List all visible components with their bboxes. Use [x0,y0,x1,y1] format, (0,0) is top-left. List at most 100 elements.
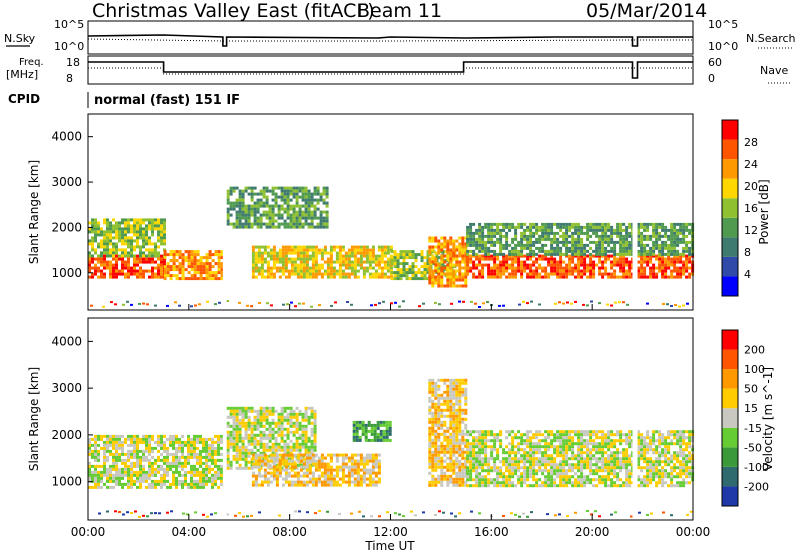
power-colorbar-frame [721,119,739,297]
x-tick-label: 08:00 [272,525,307,539]
velocity-band [466,430,695,488]
velocity-ytick-label: 2000 [51,428,82,442]
velocity-colorbar-tick: -15 [744,422,762,435]
power-bottom-scatter [90,300,689,308]
nsky-line [87,34,693,47]
nave-tick-bottom: 0 [708,72,715,85]
x-tick-label: 16:00 [474,525,509,539]
power-plot-area [88,114,695,310]
power-colorbar-tick: 28 [744,136,758,149]
power-colorbar-label: Power [dB] [757,179,771,244]
velocity-colorbar-tick: -50 [744,441,762,454]
x-tick-label: 00:00 [676,525,711,539]
freq-unit-label: [MHz] [6,68,38,81]
nave-line [88,67,693,75]
nsky-label: N.Sky [4,32,36,45]
velocity-gap [632,318,638,520]
velocity-colorbar-label: Velocity [m s^-1] [761,367,775,471]
nsearch-line [87,38,693,42]
power-gap [222,114,227,310]
velocity-ytick-label: 3000 [51,381,82,395]
x-tick-label: 00:00 [71,525,106,539]
freq-strip: Freq. [MHz] 18 8 60 0 Nave [6,55,790,85]
date-label: 05/Mar/2014 [586,0,707,22]
power-panel: Slant Range [km] 4000 3000 2000 1000 28 24 20… [27,113,771,311]
velocity-colorbar-cell [722,369,738,389]
power-ytick-label: 2000 [51,220,82,234]
power-colorbar-tick: 16 [744,202,758,215]
velocity-ytick-label: 4000 [51,334,82,348]
freq-tick-top: 18 [66,56,80,69]
velocity-ytick-label: 1000 [51,475,82,489]
cpid-label: CPID [8,92,40,106]
beam-label: Beam 11 [357,0,442,22]
nave-label: Nave [760,64,788,77]
power-band [251,245,393,279]
velocity-yticks: 4000 3000 2000 1000 [51,334,93,489]
x-axis-ticks: 00:00 04:00 08:00 12:00 16:00 20:00 00:00 [71,304,711,539]
power-band [163,250,224,281]
velocity-colorbar: 200 100 50 15 -15 -50 -100 -200 [721,329,769,507]
power-yticks: 4000 3000 2000 1000 [51,130,93,280]
velocity-colorbar-cell [722,408,738,428]
nave-tick-top: 60 [708,56,722,69]
velocity-colorbar-cell [722,486,738,506]
velocity-band [251,453,381,487]
power-colorbar-cell [722,120,738,140]
velocity-colorbar-tick: 50 [744,383,758,396]
power-colorbar-cell [722,256,738,277]
nsky-tick-bottom: 10^0 [54,40,84,53]
power-band [466,222,695,256]
power-ytick-label: 4000 [51,130,82,144]
power-colorbar-tick: 4 [744,268,751,281]
nsearch-tick-top: 10^5 [708,18,738,31]
power-ytick-label: 3000 [51,175,82,189]
velocity-gap [222,318,227,520]
power-band [226,186,329,229]
velocity-band [428,378,468,487]
velocity-colorbar-tick: 200 [744,344,765,357]
power-band [88,218,166,258]
freq-label: Freq. [19,57,44,68]
velocity-band [352,420,392,442]
nsearch-label: N.Search [746,32,796,45]
velocity-colorbar-cell [722,330,738,350]
power-ytick-label: 1000 [51,266,82,280]
power-band [428,236,468,288]
x-tick-label: 12:00 [373,525,408,539]
x-axis-label: Time UT [364,539,415,553]
velocity-ylabel: Slant Range [km] [27,367,41,471]
x-tick-label: 04:00 [172,525,207,539]
power-colorbar-cell [722,198,738,218]
power-colorbar-cell [722,159,738,179]
power-band [88,254,166,279]
power-colorbar-cell [722,217,738,238]
figure-title: Christmas Valley East (fitACF) [92,0,375,22]
power-colorbar-cell [722,237,738,257]
velocity-colorbar-cell [722,349,738,370]
power-colorbar-cell [722,178,738,199]
velocity-panel: Slant Range [km] 4000 3000 2000 1000 200 100… [27,317,775,521]
velocity-bottom-scatter [98,510,693,518]
velocity-band [88,434,223,489]
power-band [466,254,695,279]
nsearch-tick-bottom: 10^0 [708,40,738,53]
velocity-band [226,406,317,470]
power-gap [632,114,638,310]
velocity-colorbar-cell [722,388,738,409]
freq-tick-bottom: 8 [66,72,73,85]
power-colorbar-tick: 8 [744,246,751,259]
cpid-value: normal (fast) 151 IF [94,93,240,108]
noise-strip: N.Sky 10^5 10^0 10^5 10^0 N.Search [4,18,796,55]
velocity-colorbar-cell [722,466,738,487]
power-colorbar: 28 24 20 16 12 8 4 [721,119,758,297]
velocity-plot-area [88,318,695,520]
velocity-colorbar-tick: 15 [744,402,758,415]
power-colorbar-cell [722,276,738,296]
velocity-colorbar-tick: 100 [744,363,765,376]
cpid-strip: CPID normal (fast) 151 IF [8,92,240,108]
velocity-colorbar-cell [722,427,738,448]
nsky-tick-top: 10^5 [54,18,84,31]
velocity-colorbar-tick: -200 [744,480,769,493]
